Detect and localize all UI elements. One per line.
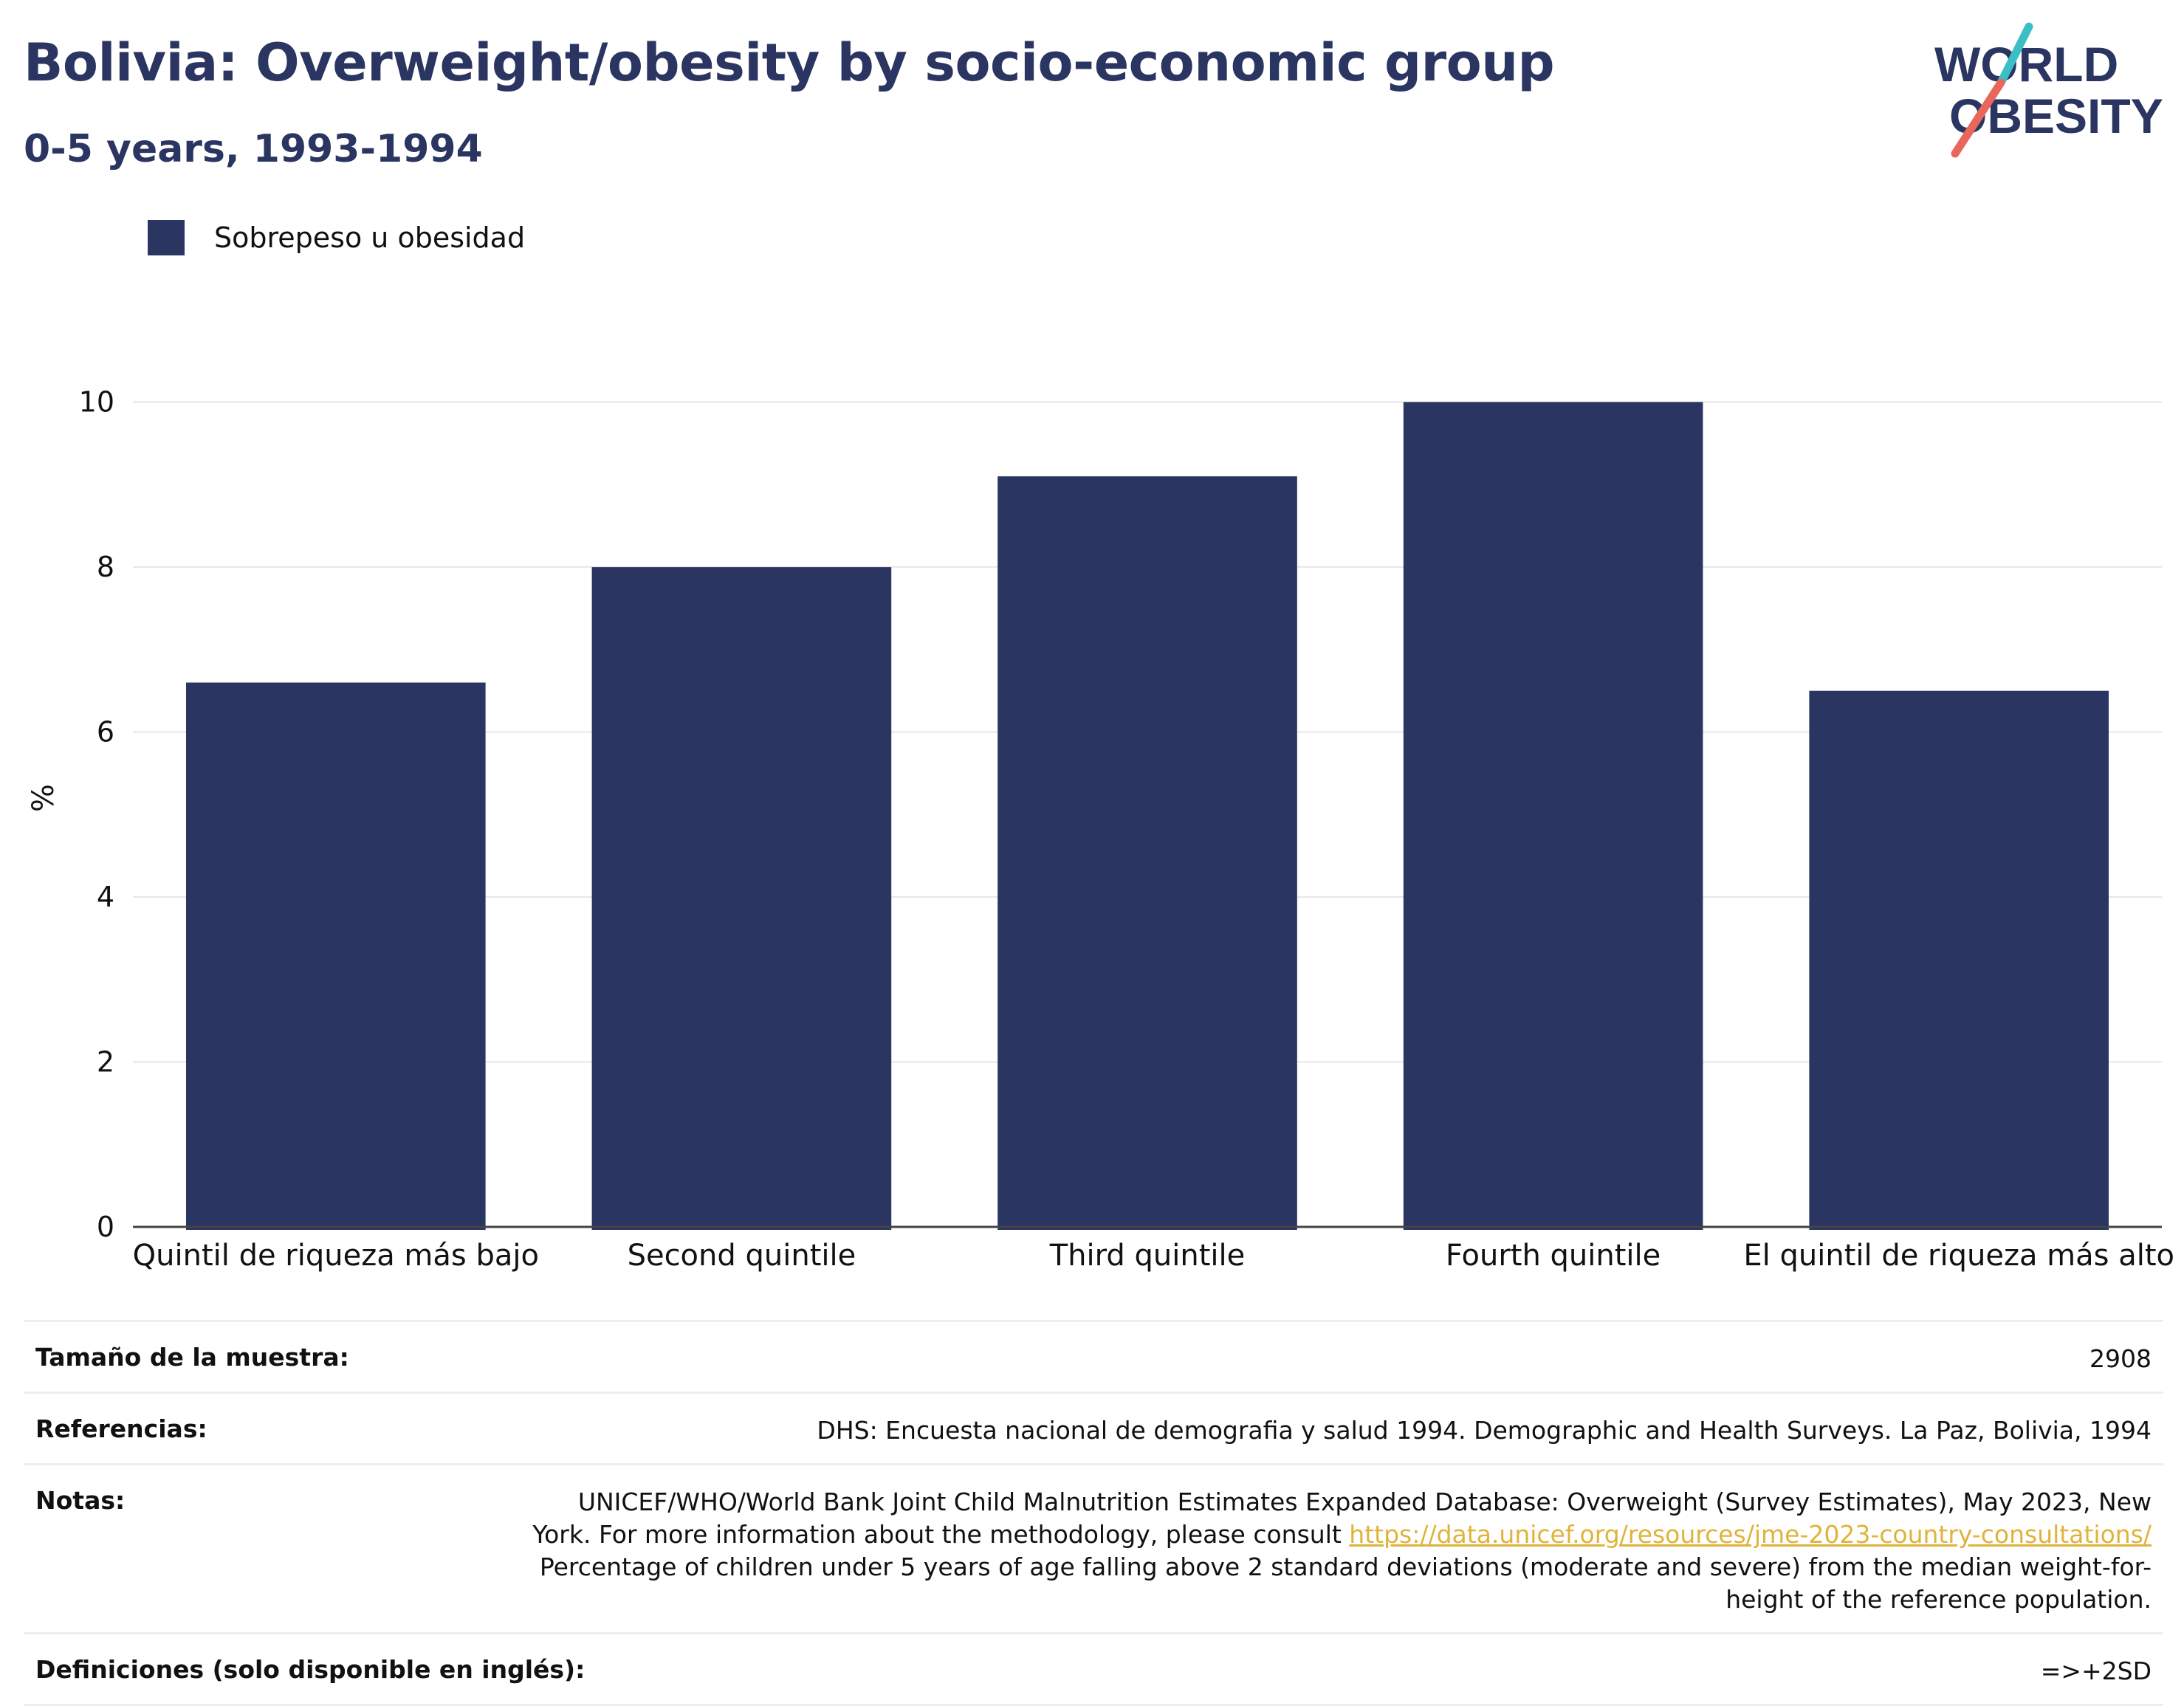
sample-size-value: 2908	[2089, 1344, 2152, 1373]
y-tick-label: 4	[97, 881, 114, 913]
x-tick-label: Second quintile	[628, 1239, 856, 1273]
meta-row-notes: Notas: UNICEF/WHO/World Bank Joint Child…	[24, 1463, 2163, 1632]
y-axis-label: %	[27, 784, 61, 812]
references-value: DHS: Encuesta nacional de demografia y s…	[817, 1416, 2152, 1445]
bar	[1809, 690, 2109, 1230]
notes-label: Notas:	[35, 1486, 126, 1515]
metadata-table: Tamaño de la muestra: 2908 Referencias: …	[24, 1320, 2163, 1706]
meta-row-definitions: Definiciones (solo disponible en inglés)…	[24, 1632, 2163, 1706]
legend-label: Sobrepeso u obesidad	[214, 221, 526, 254]
definitions-value: =>+2SD	[2040, 1657, 2152, 1685]
notes-line-2-text: York. For more information about the met…	[532, 1520, 1350, 1549]
chart-title: Bolivia: Overweight/obesity by socio-eco…	[24, 32, 1555, 93]
sample-size-label: Tamaño de la muestra:	[35, 1343, 349, 1372]
meta-row-references: Referencias: DHS: Encuesta nacional de d…	[24, 1392, 2163, 1463]
chart-subtitle: 0-5 years, 1993-1994	[24, 127, 483, 171]
logo-text-obesity: OBESITY	[1949, 89, 2163, 143]
x-tick-label: Quintil de riqueza más bajo	[133, 1239, 539, 1273]
notes-line-4: height of the reference population.	[1725, 1585, 2152, 1614]
notes-value: UNICEF/WHO/World Bank Joint Child Malnut…	[532, 1486, 2152, 1616]
x-tick-label: Third quintile	[1049, 1239, 1245, 1273]
x-tick-label: Fourth quintile	[1446, 1239, 1661, 1273]
bar	[1403, 402, 1703, 1230]
bar-chart: 0 2 4 6 8 10% Quintil de riqueza más bajo Secon…	[27, 386, 2174, 1273]
chart-legend: Sobrepeso u obesidad	[148, 220, 525, 255]
notes-line-3: Percentage of children under 5 years of …	[539, 1552, 2152, 1581]
logo-text-world: WORLD	[1934, 37, 2118, 92]
bar	[185, 682, 486, 1230]
y-tick-label: 10	[79, 386, 114, 419]
y-tick-label: 2	[97, 1046, 114, 1079]
y-tick-label: 6	[97, 716, 114, 749]
y-tick-label: 0	[97, 1211, 114, 1243]
x-tick-label: El quintil de riqueza más alto	[1743, 1239, 2174, 1273]
bar	[997, 476, 1297, 1230]
logo-slash-coral	[1951, 78, 2005, 158]
notes-line-1: UNICEF/WHO/World Bank Joint Child Malnut…	[577, 1487, 2152, 1516]
bar	[591, 567, 892, 1230]
meta-row-sample-size: Tamaño de la muestra: 2908	[24, 1320, 2163, 1392]
y-tick-label: 8	[97, 551, 114, 583]
definitions-label: Definiciones (solo disponible en inglés)…	[35, 1655, 586, 1684]
world-obesity-logo: WORLD OBESITY	[1934, 22, 2163, 158]
legend-swatch	[148, 220, 185, 255]
methodology-link[interactable]: https://data.unicef.org/resources/jme-20…	[1349, 1520, 2152, 1549]
notes-line-2: York. For more information about the met…	[532, 1518, 2152, 1551]
references-label: Referencias:	[35, 1414, 207, 1443]
logo-slash-teal	[1996, 22, 2033, 87]
